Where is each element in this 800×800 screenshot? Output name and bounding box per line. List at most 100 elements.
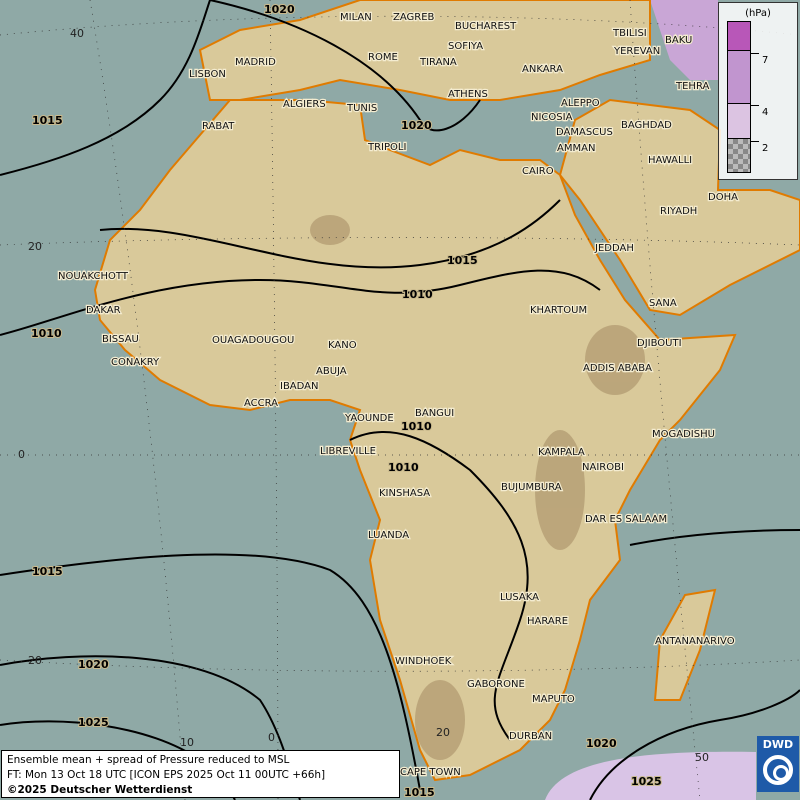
city-label: TIRANA [419, 57, 457, 68]
city-label: YAOUNDE [344, 413, 394, 424]
isobar-1020-north [209, 0, 481, 132]
dwd-swirl-icon [763, 755, 793, 785]
isobar-label: 1015 [447, 254, 478, 267]
city-label: MADRID [235, 57, 276, 68]
dwd-logo-text: DWD [762, 738, 794, 751]
city-label: KAMPALA [538, 447, 585, 458]
graticule-label: 20 [436, 726, 450, 739]
isobar-label: 1020 [586, 737, 617, 750]
isobar-label: 1020 [401, 119, 432, 132]
isobar-1015-southwest [0, 553, 421, 791]
legend-label-2: 2 [762, 143, 769, 154]
legend-swatch-2 [727, 138, 751, 173]
legend-label-7: 7 [762, 55, 769, 66]
caption-copyright: ©2025 Deutscher Wetterdienst [7, 784, 193, 796]
city-label: CONAKRY [111, 357, 160, 368]
city-label: HAWALLI [648, 155, 692, 166]
graticule-label: 10 [180, 736, 194, 749]
city-label: OUAGADOUGOU [212, 335, 294, 346]
middle-east [558, 98, 800, 317]
city-label: RIYADH [660, 206, 697, 217]
city-label: ACCRA [244, 398, 278, 409]
city-label: ATHENS [448, 89, 488, 100]
city-label: SANA [649, 298, 677, 309]
spread-area-north-east [650, 0, 718, 80]
caption-forecast-time: FT: Mon 13 Oct 18 UTC [ICON EPS 2025 Oct… [7, 769, 326, 781]
city-label: IBADAN [280, 381, 319, 392]
city-label: JEDDAH [594, 243, 634, 254]
legend-unit: (hPa) [745, 8, 771, 19]
city-label: MAPUTO [532, 694, 575, 705]
city-label: TRIPOLI [367, 142, 406, 153]
city-label: LIBREVILLE [320, 446, 376, 457]
isobar-1020-southeast [589, 689, 800, 800]
graticule-label: 20 [28, 654, 42, 667]
graticule-labels: 40 20 0 20 10 0 20 50 [18, 27, 709, 764]
city-label: MILAN [340, 12, 372, 23]
city-label: BUCHAREST [455, 21, 517, 32]
isobar-label: 1015 [32, 565, 63, 578]
city-label: CAPE TOWN [400, 767, 461, 778]
city-label: RABAT [202, 121, 235, 132]
isobar-1010-central [349, 431, 529, 741]
isobar-1015-west [0, 0, 211, 176]
legend-label-4: 4 [762, 107, 769, 118]
city-label: TUNIS [346, 103, 377, 114]
city-label: TEHRA [675, 81, 709, 92]
city-label: DAMASCUS [556, 127, 613, 138]
city-label: WINDHOEK [395, 656, 452, 667]
city-label: SOFIYA [448, 41, 483, 52]
isobar-1010-sahara [0, 269, 601, 336]
caption-title: Ensemble mean + spread of Pressure reduc… [7, 754, 290, 766]
city-label: CAIRO [522, 166, 554, 177]
city-label: KHARTOUM [530, 305, 587, 316]
city-label: NAIROBI [582, 462, 624, 473]
city-label: LUANDA [368, 530, 409, 541]
city-label: DAKAR [86, 305, 121, 316]
africa [93, 99, 737, 782]
graticule-label: 0 [268, 731, 275, 744]
isobar-label: 1025 [78, 716, 109, 729]
city-label: DAR ES SALAAM [585, 514, 667, 525]
isobar-label: 1010 [31, 327, 62, 340]
city-label: LISBON [189, 69, 226, 80]
graticule-label: 0 [18, 448, 25, 461]
isobar-label: 1010 [401, 420, 432, 433]
legend-swatch-high [727, 21, 751, 51]
isobar-label: 1020 [264, 3, 295, 16]
europe [198, 0, 651, 101]
city-label: ZAGREB [393, 12, 435, 23]
city-label: ABUJA [316, 366, 347, 377]
graticule-label: 40 [70, 27, 84, 40]
city-label: ADDIS ABABA [583, 363, 652, 374]
city-label: BUJUMBURA [501, 482, 562, 493]
legend-swatch-7 [727, 50, 751, 104]
isobar-label: 1025 [631, 775, 662, 788]
isobar-1015-east [629, 529, 800, 546]
graticule-label: 50 [695, 751, 709, 764]
isobar-1015-sahara [99, 199, 561, 269]
city-label: ALEPPO [561, 98, 600, 109]
legend-swatch-4 [727, 103, 751, 139]
city-label: ANTANANARIVO [655, 636, 735, 647]
city-label: HARARE [527, 616, 568, 627]
land [93, 0, 800, 782]
city-label: BISSAU [102, 334, 139, 345]
city-label: NOUAKCHOTT [58, 271, 129, 282]
isobar-label: 1020 [78, 658, 109, 671]
city-label: KANO [328, 340, 357, 351]
spread-legend: (hPa) 7 4 2 [718, 2, 798, 180]
city-label: KINSHASA [379, 488, 430, 499]
city-label: ROME [368, 52, 398, 63]
isobar-label: 1010 [402, 288, 433, 301]
city-label: NICOSIA [531, 112, 573, 123]
city-label: LUSAKA [500, 592, 539, 603]
city-label: BAGHDAD [621, 120, 672, 131]
city-label: DOHA [708, 192, 738, 203]
graticule-label: 20 [28, 240, 42, 253]
city-label: BAKU [665, 35, 692, 46]
city-label: ANKARA [522, 64, 563, 75]
